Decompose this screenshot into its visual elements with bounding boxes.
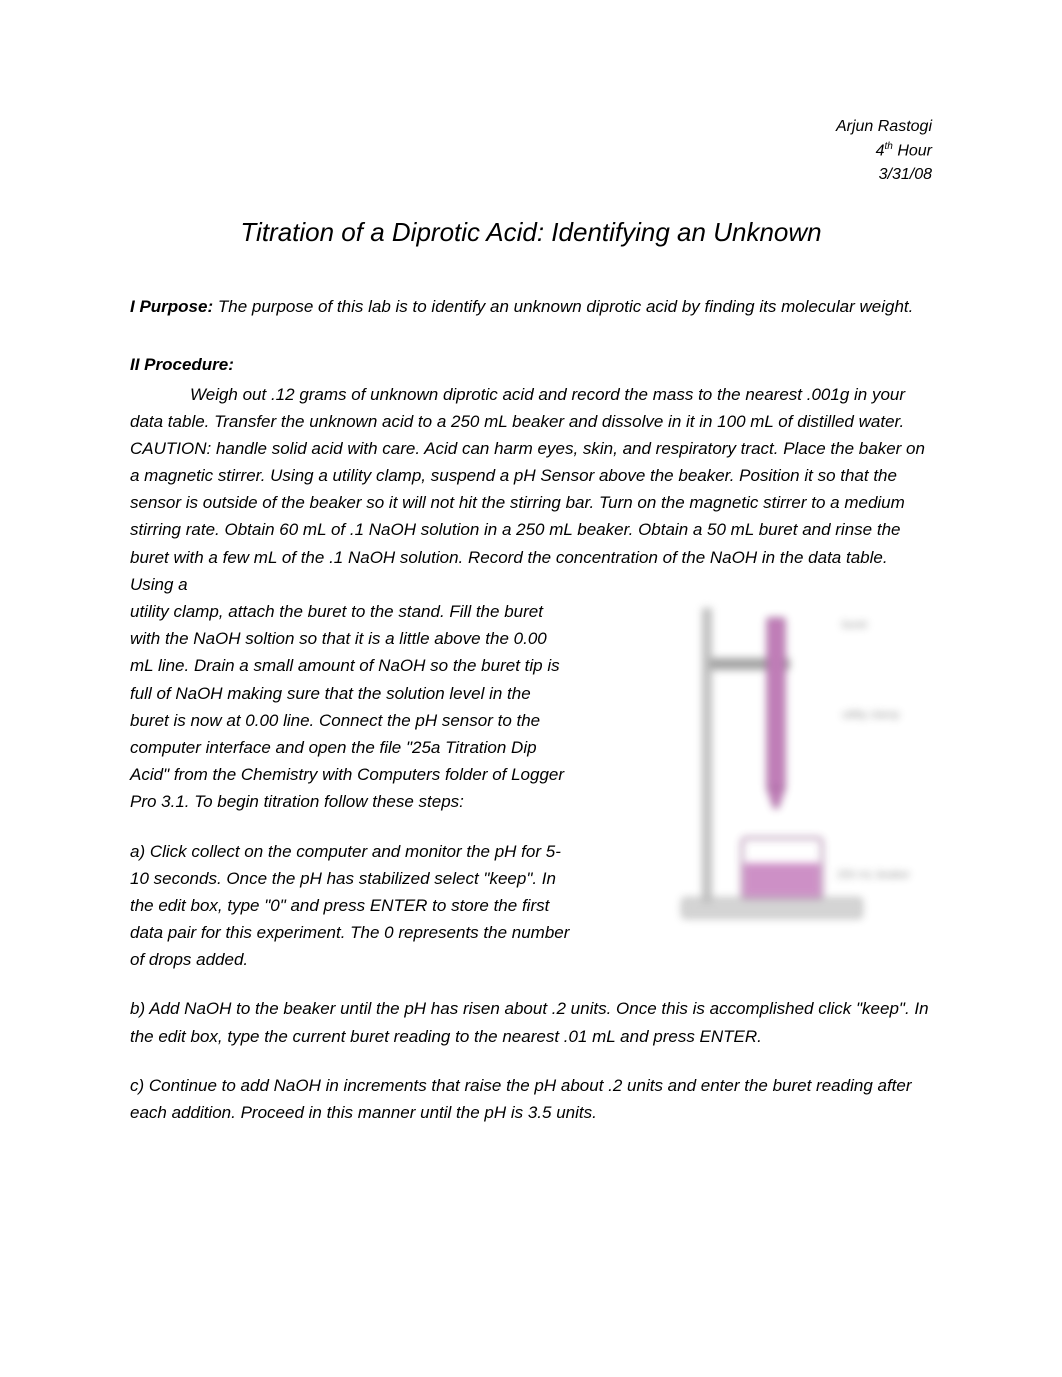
procedure-para-1-cont: utility clamp, attach the buret to the s…: [130, 598, 572, 816]
procedure-wrap-block: utility clamp, attach the buret to the s…: [130, 598, 932, 973]
purpose-text: The purpose of this lab is to identify a…: [218, 297, 914, 316]
step-a: a) Click collect on the computer and mon…: [130, 838, 572, 974]
buret-tube: [767, 618, 785, 788]
procedure-wrap-text: utility clamp, attach the buret to the s…: [130, 598, 572, 973]
header-block: Arjun Rastogi 4th Hour 3/31/08: [130, 115, 932, 187]
titration-apparatus-diagram: buret utility clamp 250 mL beaker: [592, 598, 932, 938]
buret-label: buret: [842, 619, 867, 631]
procedure-para-1: Weigh out .12 grams of unknown diprotic …: [130, 381, 932, 599]
date: 3/31/08: [130, 163, 932, 187]
author-name: Arjun Rastogi: [130, 115, 932, 139]
beaker-liquid: [744, 863, 820, 896]
clamp-label: utility clamp: [842, 709, 899, 721]
purpose-section: I Purpose: The purpose of this lab is to…: [130, 293, 932, 320]
buret-tip: [767, 788, 785, 808]
purpose-heading: I Purpose:: [130, 297, 218, 316]
page-title: Titration of a Diprotic Acid: Identifyin…: [130, 217, 932, 248]
hour-word: Hour: [893, 142, 932, 159]
hour-ordinal: th: [885, 141, 893, 152]
procedure-heading: II Procedure:: [130, 355, 932, 375]
stand-rod: [702, 608, 712, 903]
class-hour: 4th Hour: [130, 139, 932, 163]
step-c: c) Continue to add NaOH in increments th…: [130, 1072, 932, 1126]
step-b: b) Add NaOH to the beaker until the pH h…: [130, 995, 932, 1049]
hour-number: 4: [876, 142, 885, 159]
beaker-label: 250 mL beaker: [837, 869, 910, 881]
